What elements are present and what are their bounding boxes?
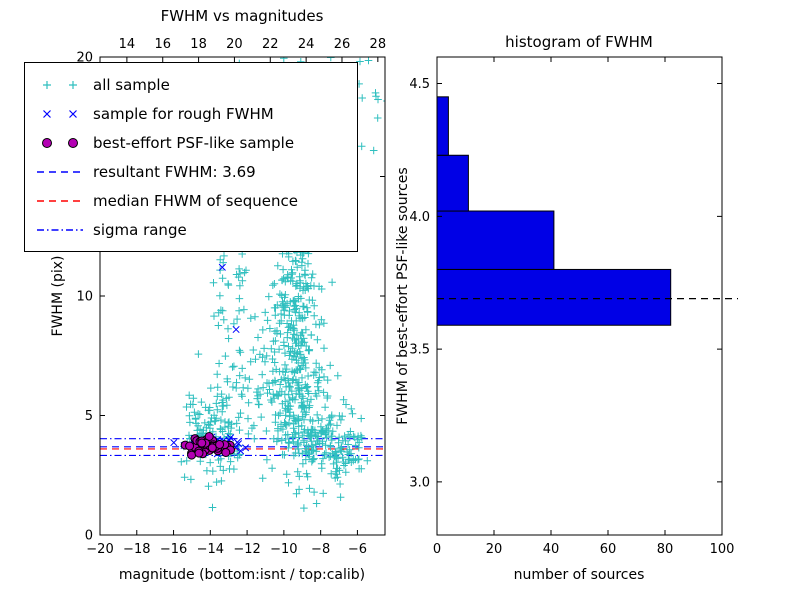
y-tick-label: 5 bbox=[85, 409, 93, 424]
y-tick-label: 4.0 bbox=[409, 210, 430, 225]
top-x-tick-label: 24 bbox=[298, 37, 315, 52]
x-tick-label: −12 bbox=[233, 542, 260, 557]
y-tick-label: 0 bbox=[85, 529, 93, 544]
x-tick-label: −14 bbox=[197, 542, 224, 557]
point-circle bbox=[197, 438, 207, 448]
point-circle bbox=[185, 441, 195, 451]
axes-frame bbox=[99, 56, 386, 536]
legend: all sample sample for rough FWHM best-effo… bbox=[24, 62, 358, 252]
legend-item: resultant FWHM: 3.69 bbox=[35, 157, 347, 186]
scatter-plot-area bbox=[100, 57, 385, 512]
legend-median-fhwm-of-sequence-glyph bbox=[35, 192, 85, 210]
x-tick-label: 60 bbox=[600, 542, 617, 557]
y-tick-label: 10 bbox=[76, 290, 93, 305]
point-circle bbox=[215, 440, 225, 449]
top-x-tick-label: 26 bbox=[334, 37, 351, 52]
top-x-tick-label: 18 bbox=[190, 37, 207, 52]
x-tick-label: −20 bbox=[86, 542, 113, 557]
x-tick-label: 100 bbox=[710, 542, 735, 557]
legend-item-label: sigma range bbox=[93, 220, 187, 239]
legend-item-label: resultant FWHM: 3.69 bbox=[93, 162, 256, 181]
x-tick-label: 80 bbox=[657, 542, 674, 557]
legend-all-sample-glyph bbox=[35, 76, 85, 94]
x-tick-label: 0 bbox=[433, 542, 441, 557]
histogram-bars bbox=[436, 96, 672, 326]
right-plot: 0 20 40 60 80 100 3.0 3.5 4.0 4.5 bbox=[409, 56, 738, 557]
histogram-bar bbox=[436, 210, 555, 270]
legend-sample-for-rough-fwhm-glyph bbox=[35, 105, 85, 123]
x-tick-label: −8 bbox=[311, 542, 330, 557]
top-x-tick-label: 28 bbox=[370, 37, 387, 52]
right-plot-title: histogram of FWHM bbox=[505, 33, 653, 51]
legend-sigma-range-glyph bbox=[35, 221, 85, 239]
histogram-bar bbox=[436, 154, 469, 212]
point-circle bbox=[194, 448, 204, 458]
legend-item: sigma range bbox=[35, 215, 347, 244]
legend-resultant-fwhm-3-69-glyph bbox=[35, 163, 85, 181]
right-plot-xlabel: number of sources bbox=[514, 567, 645, 583]
legend-item: all sample bbox=[35, 70, 347, 99]
axes-frame bbox=[436, 56, 723, 536]
tick-labels: 0 20 40 60 80 100 3.0 3.5 4.0 4.5 bbox=[409, 77, 734, 557]
x-tick-label: 40 bbox=[543, 542, 560, 557]
point-circle bbox=[187, 450, 197, 460]
top-x-tick-label: 22 bbox=[262, 37, 279, 52]
right-plot-ylabel: FWHM of best-effort PSF-like sources bbox=[395, 167, 411, 424]
legend-item: median FHWM of sequence bbox=[35, 186, 347, 215]
point-circle bbox=[221, 448, 231, 457]
legend-item-label: sample for rough FWHM bbox=[93, 104, 274, 123]
histogram-bar bbox=[436, 96, 449, 156]
legend-best-effort-psf-like-sample-glyph bbox=[35, 134, 85, 152]
histogram-bar bbox=[436, 268, 672, 326]
legend-item-label: all sample bbox=[93, 75, 170, 94]
legend-item-label: median FHWM of sequence bbox=[93, 191, 298, 210]
left-plot: −20 −18 −16 −14 −12 −10 −8 −6 14 16 18 20 22 24 26 28 0 5… bbox=[76, 37, 386, 557]
left-plot-title: FWHM vs magnitudes bbox=[161, 7, 324, 25]
series-best-effort-psf-like-sample bbox=[180, 432, 235, 460]
y-tick-label: 3.5 bbox=[409, 343, 430, 358]
x-tick-label: 20 bbox=[486, 542, 503, 557]
left-plot-ylabel: FWHM (pix) bbox=[50, 256, 66, 337]
y-tick-label: 3.0 bbox=[409, 475, 430, 490]
x-tick-label: −16 bbox=[160, 542, 187, 557]
x-tick-label: −10 bbox=[270, 542, 297, 557]
top-x-tick-label: 16 bbox=[154, 37, 171, 52]
top-x-tick-label: 20 bbox=[226, 37, 243, 52]
y-tick-label: 4.5 bbox=[409, 77, 430, 92]
left-plot-xlabel: magnitude (bottom:isnt / top:calib) bbox=[119, 567, 365, 583]
legend-item: sample for rough FWHM bbox=[35, 99, 347, 128]
top-x-tick-label: 14 bbox=[119, 37, 136, 52]
legend-item: best-effort PSF-like sample bbox=[35, 128, 347, 157]
x-tick-label: −6 bbox=[348, 542, 367, 557]
legend-item-label: best-effort PSF-like sample bbox=[93, 133, 295, 152]
x-tick-label: −18 bbox=[123, 542, 150, 557]
y-tick-label: 20 bbox=[76, 51, 93, 66]
tick-labels: −20 −18 −16 −14 −12 −10 −8 −6 14 16 18 20 22 24 26 28 0 5… bbox=[76, 37, 386, 557]
point-circle bbox=[207, 443, 217, 453]
